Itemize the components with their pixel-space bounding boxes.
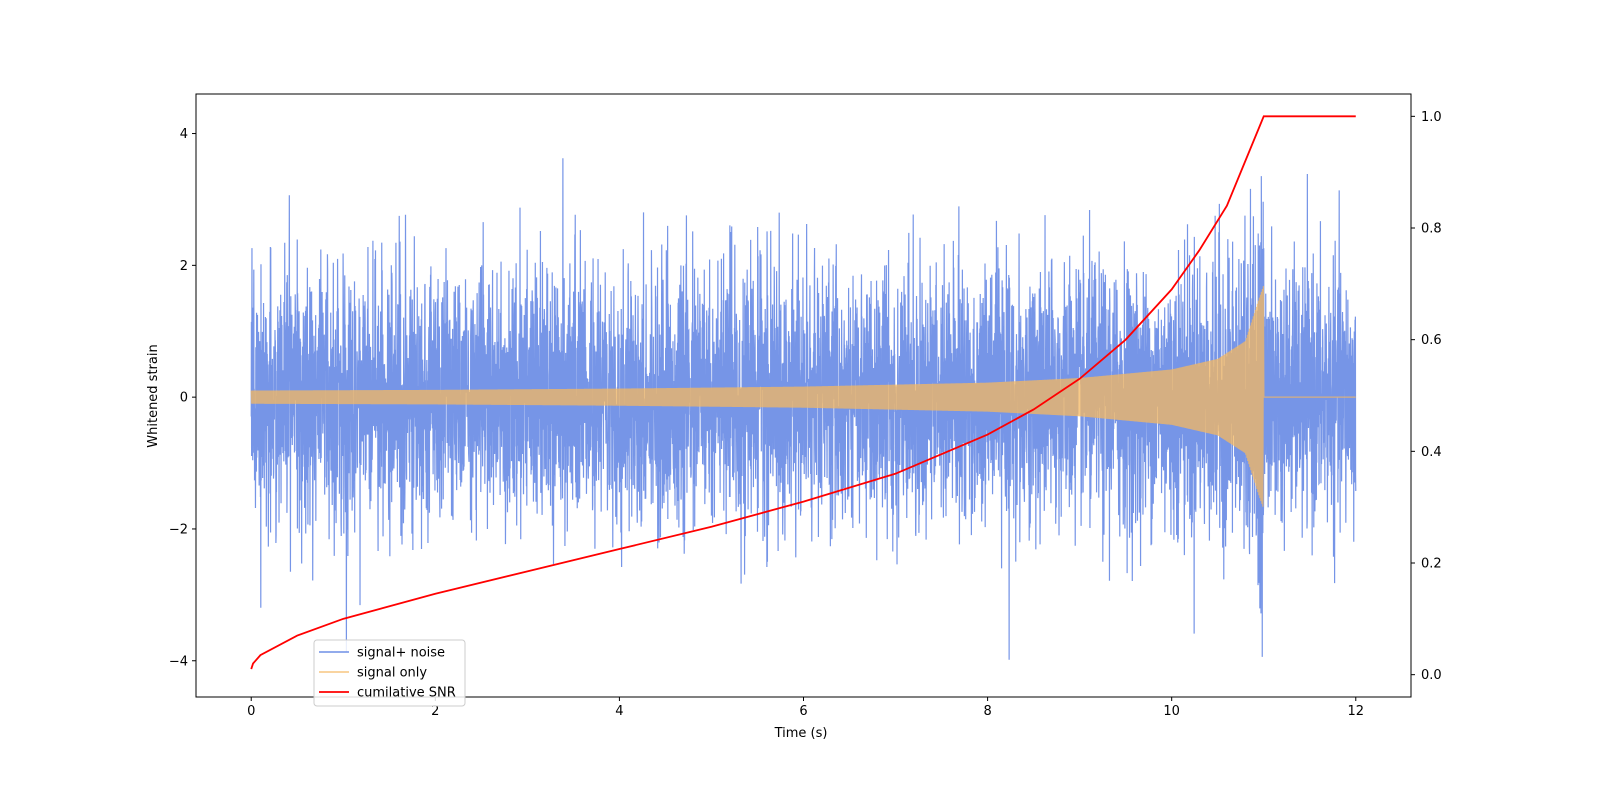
y-axis-left: −4 −2 0 2 4 <box>169 127 196 669</box>
legend-box <box>313 639 466 707</box>
series-signal-only-line <box>250 286 1356 507</box>
y-tick-label: −4 <box>169 654 188 669</box>
y-tick-label: 4 <box>180 127 188 142</box>
y-tick-label: 2 <box>180 259 188 274</box>
x-tick-label: 8 <box>983 704 991 719</box>
x-tick-label: 0 <box>247 704 255 719</box>
y2-tick-label: 0.2 <box>1421 557 1442 572</box>
y2-tick-label: 0.4 <box>1421 445 1442 460</box>
legend-label: cumilative SNR <box>357 686 456 701</box>
y-tick-label: −2 <box>169 522 188 537</box>
legend-label: signal only <box>357 666 427 681</box>
y2-tick-label: 0.8 <box>1421 222 1442 237</box>
x-tick-label: 2 <box>431 704 439 719</box>
x-tick-label: 6 <box>799 704 807 719</box>
x-tick-label: 4 <box>615 704 623 719</box>
legend-label: signal+ noise <box>357 646 445 661</box>
legend: signal+ noise signal only cumilative SNR <box>313 639 466 707</box>
x-tick-label: 10 <box>1163 704 1180 719</box>
plot-clip-group <box>250 115 1357 670</box>
x-axis-title: Time (s) <box>774 726 828 741</box>
plot-area <box>250 115 1357 670</box>
y2-tick-label: 0.0 <box>1421 668 1442 683</box>
y-tick-label: 0 <box>180 391 188 406</box>
x-tick-label: 12 <box>1347 704 1364 719</box>
y2-tick-label: 0.6 <box>1421 333 1442 348</box>
y-axis-right: 0.0 0.2 0.4 0.6 0.8 1.0 <box>1411 110 1442 683</box>
x-axis: 0 2 4 6 8 10 12 <box>247 697 1364 719</box>
y2-tick-label: 1.0 <box>1421 110 1442 125</box>
series-cumulative-snr-line <box>250 115 1356 670</box>
y-axis-title: Whitened strain <box>146 344 161 447</box>
